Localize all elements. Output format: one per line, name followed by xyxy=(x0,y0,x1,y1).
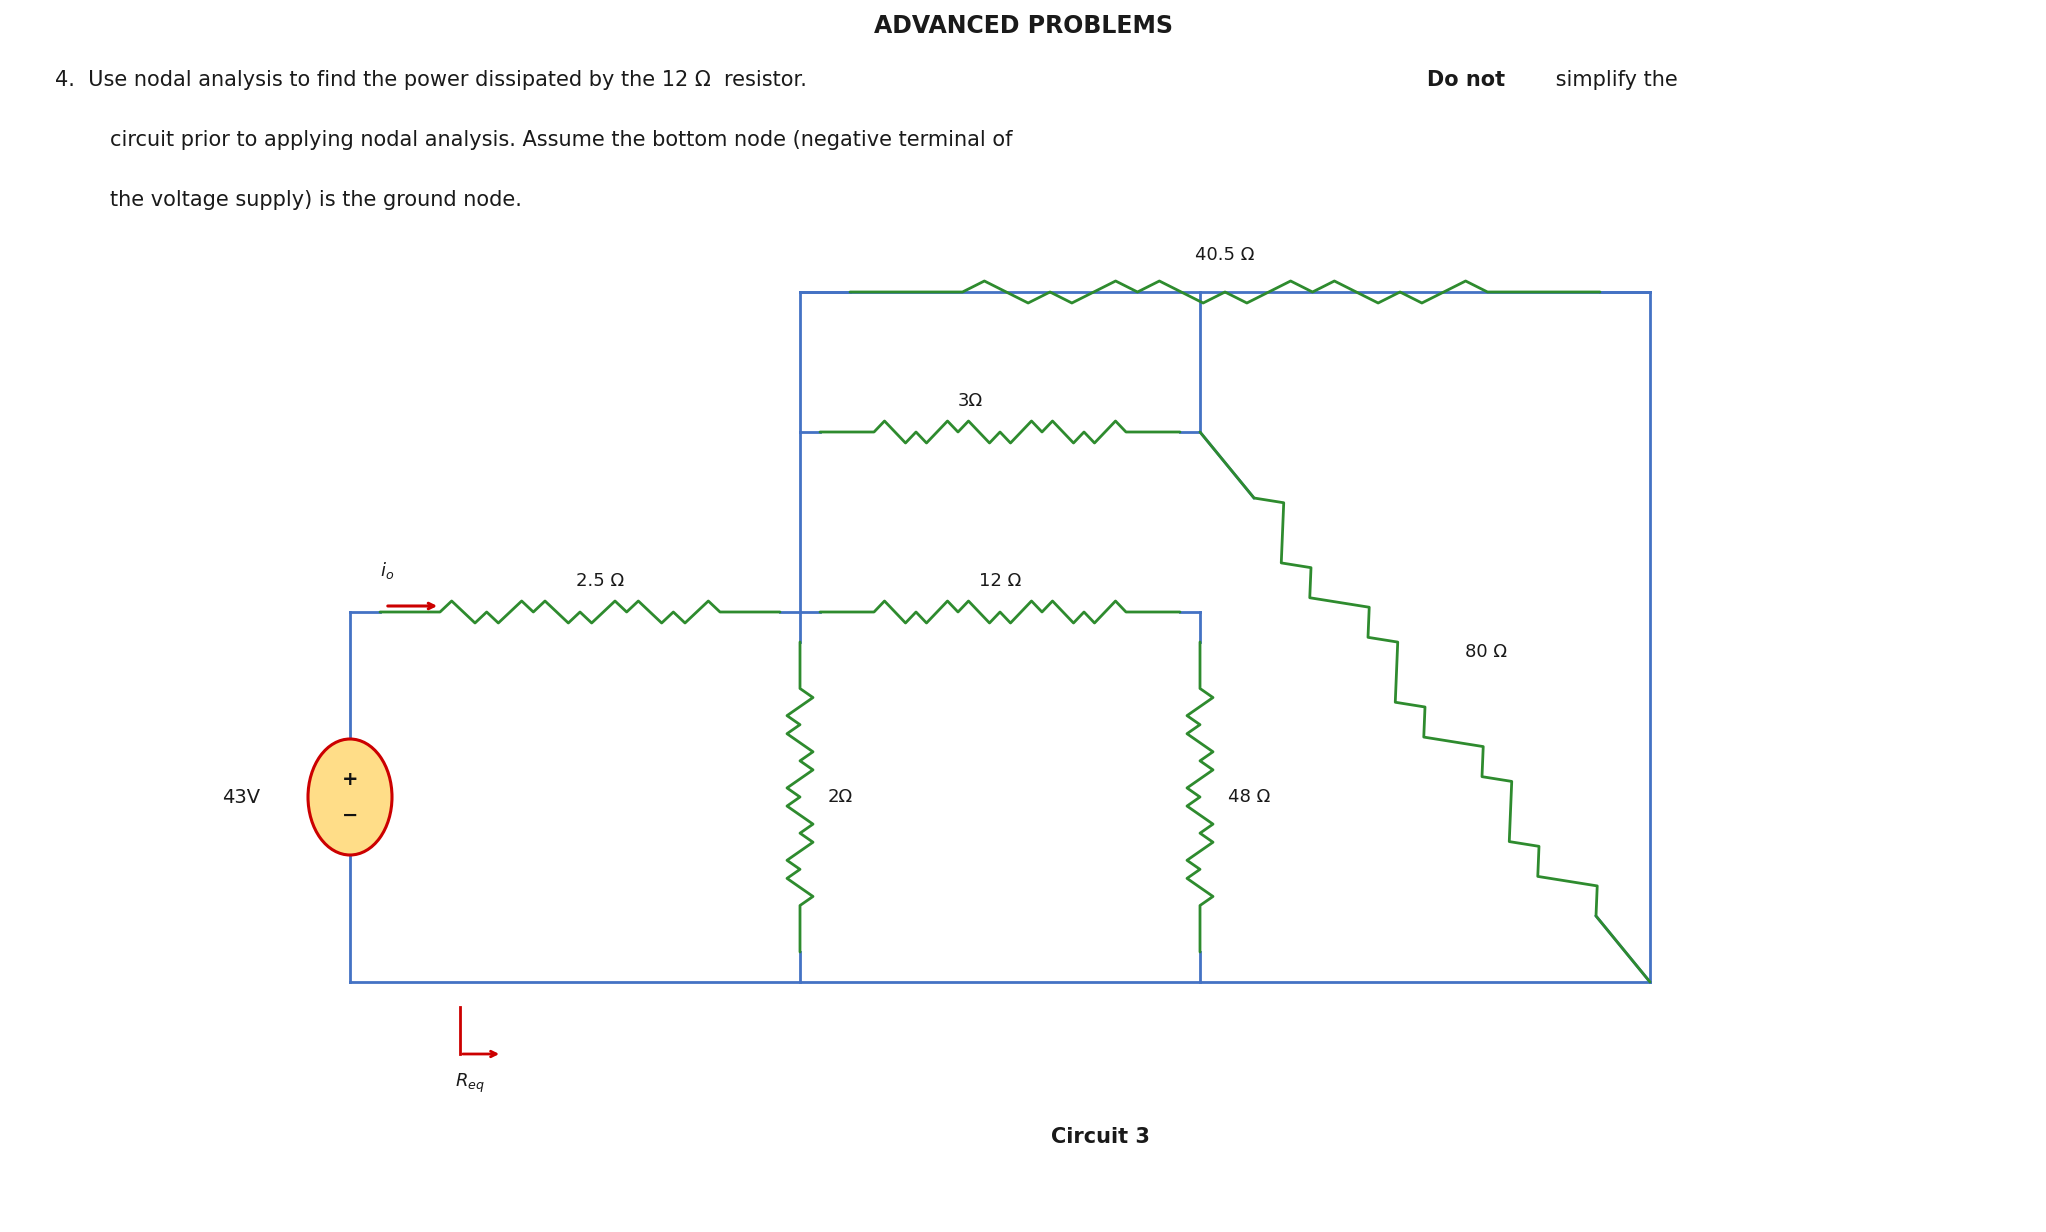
Text: −: − xyxy=(342,806,358,824)
Text: 2.5 Ω: 2.5 Ω xyxy=(575,572,624,590)
Text: $R_{eq}$: $R_{eq}$ xyxy=(454,1072,485,1095)
Text: 43V: 43V xyxy=(221,787,260,807)
Text: simplify the: simplify the xyxy=(1549,70,1678,90)
Text: circuit prior to applying nodal analysis. Assume the bottom node (negative termi: circuit prior to applying nodal analysis… xyxy=(110,131,1013,150)
Text: 12 Ω: 12 Ω xyxy=(978,572,1021,590)
Text: $i_o$: $i_o$ xyxy=(381,561,395,582)
Text: 40.5 Ω: 40.5 Ω xyxy=(1195,246,1254,264)
Text: ADVANCED PROBLEMS: ADVANCED PROBLEMS xyxy=(874,14,1172,38)
Text: Circuit 3: Circuit 3 xyxy=(1050,1127,1150,1147)
Text: 2Ω: 2Ω xyxy=(829,788,853,806)
Text: 3Ω: 3Ω xyxy=(958,392,982,410)
Text: 48 Ω: 48 Ω xyxy=(1228,788,1271,806)
Text: 4.  Use nodal analysis to find the power dissipated by the 12 Ω  resistor.: 4. Use nodal analysis to find the power … xyxy=(55,70,814,90)
Ellipse shape xyxy=(309,739,393,855)
Text: the voltage supply) is the ground node.: the voltage supply) is the ground node. xyxy=(110,190,522,209)
Text: Do not: Do not xyxy=(1426,70,1506,90)
Text: 80 Ω: 80 Ω xyxy=(1465,643,1508,662)
Text: +: + xyxy=(342,770,358,788)
